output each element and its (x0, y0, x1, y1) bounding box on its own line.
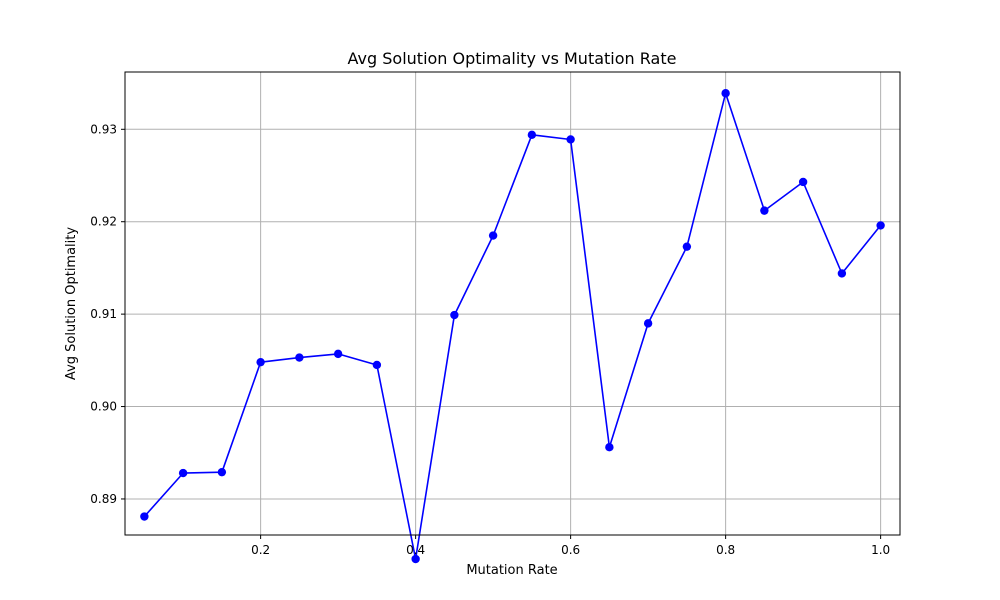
data-point (527, 130, 537, 140)
y-tick-label: 0.93 (90, 122, 117, 136)
data-point (721, 89, 730, 98)
data-point (178, 468, 188, 478)
data-point (295, 353, 304, 362)
data-point (643, 319, 653, 328)
plot-frame (124, 71, 901, 536)
x-tick-label: 0.8 (716, 543, 735, 557)
data-point (760, 206, 769, 215)
series-line (143, 92, 882, 560)
y-tick-label: 0.90 (90, 400, 117, 414)
data-point (876, 221, 885, 230)
x-tick-label: 0.4 (406, 543, 425, 557)
data-point (256, 357, 265, 367)
data-point (372, 360, 382, 370)
x-tick-label: 0.2 (251, 543, 270, 557)
data-point (411, 554, 420, 564)
x-tick-label: 1.0 (871, 543, 890, 557)
data-point (798, 177, 808, 187)
y-axis-label: Avg Solution Optimality (64, 227, 79, 380)
data-point (217, 467, 227, 477)
data-point (566, 135, 575, 144)
data-point (450, 310, 459, 320)
data-point (333, 349, 343, 359)
data-point (605, 443, 614, 452)
data-point (682, 242, 692, 251)
series-layer (140, 89, 885, 564)
grid-layer (125, 72, 900, 535)
ticks-layer: 0.2 0.4 0.6 0.8 1.0 0.89 0.90 0.91 0.92 0.93 (90, 122, 890, 557)
y-tick-label: 0.91 (90, 307, 117, 321)
data-point (140, 512, 149, 521)
x-tick-label: 0.6 (561, 543, 580, 557)
chart-title: Avg Solution Optimality vs Mutation Rate (348, 49, 677, 68)
y-tick-label: 0.92 (90, 215, 117, 229)
data-point (488, 231, 498, 240)
data-point (837, 269, 847, 278)
y-tick-label: 0.89 (90, 492, 117, 506)
x-axis-label: Mutation Rate (466, 563, 557, 578)
